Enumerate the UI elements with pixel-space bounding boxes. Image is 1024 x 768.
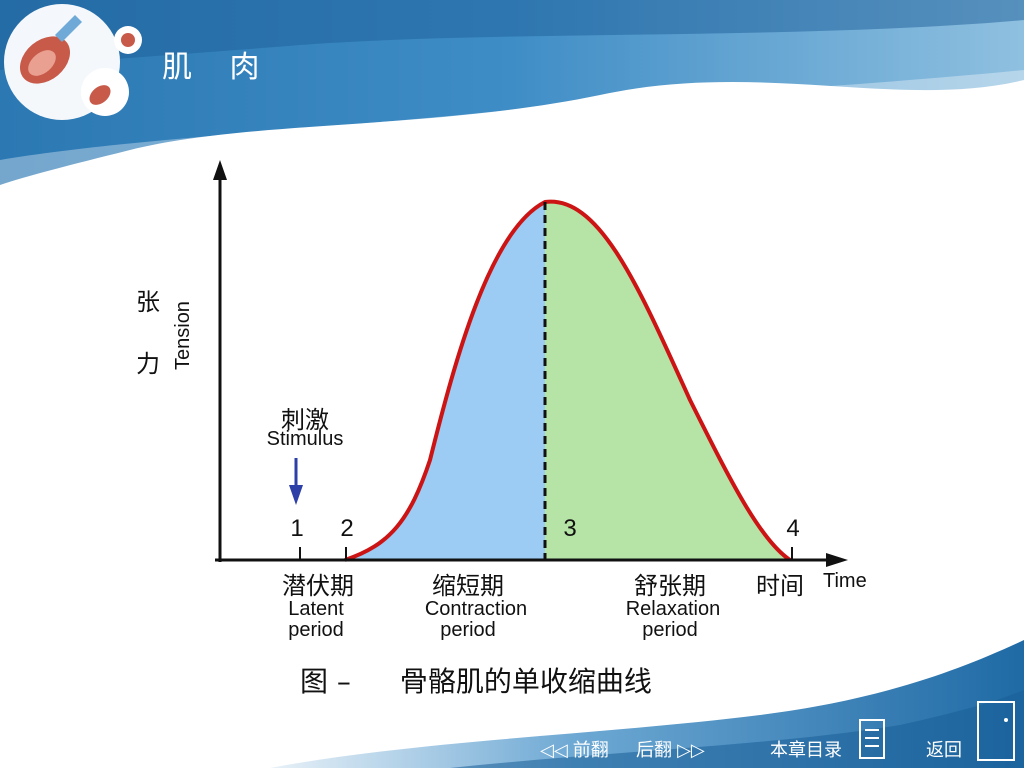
relaxation-area [545, 201, 790, 560]
chapter-toc-button[interactable]: 本章目录 [770, 736, 842, 762]
point-2-label: 2 [340, 515, 354, 542]
phase-relaxation-en-2: period [642, 619, 698, 641]
prev-page-label: 前翻 [572, 740, 609, 761]
caption-text: 骨骼肌的单收缩曲线 [399, 665, 652, 698]
y-axis-label-cn-1: 张 [136, 288, 160, 316]
y-axis-label-en: Tension [172, 301, 194, 370]
toc-list-icon[interactable] [858, 718, 886, 760]
x-axis-label-en: Time [823, 570, 867, 592]
point-3-label: 3 [563, 515, 577, 542]
muscle-logo-icon [4, 4, 142, 120]
phase-contraction-en-1: Contraction [424, 598, 528, 620]
y-axis-label-cn-2: 力 [136, 350, 160, 378]
chapter-toc-label: 本章目录 [770, 740, 842, 761]
phase-contraction-en-2: period [440, 619, 496, 641]
next-page-label: 后翻 [636, 740, 672, 761]
phase-latent-en-1: Latent [288, 598, 344, 620]
stimulus-label-en: Stimulus [266, 428, 344, 450]
phase-latent-cn: 潜伏期 [282, 572, 354, 600]
stimulus-label-cn: 刺激 [281, 406, 329, 434]
phase-latent-en-2: period [288, 619, 344, 641]
contraction-area [345, 202, 545, 560]
exit-door-icon[interactable] [976, 700, 1016, 762]
x-axis-label-cn: 时间 [756, 572, 804, 600]
double-right-arrow-icon: ▷▷ [677, 740, 705, 761]
next-page-button[interactable]: 后翻 ▷▷ [636, 736, 705, 762]
point-1-label: 1 [290, 515, 304, 542]
figure-caption: 图 – 骨骼肌的单收缩曲线 [300, 660, 652, 700]
page-title: 肌 肉 [162, 50, 274, 85]
prev-page-button[interactable]: ◁◁ 前翻 [540, 736, 609, 762]
twitch-curve [344, 199, 792, 562]
phase-relaxation-en-1: Relaxation [625, 598, 721, 620]
double-left-arrow-icon: ◁◁ [540, 740, 568, 761]
back-label: 返回 [926, 740, 962, 761]
phase-relaxation-cn: 舒张期 [634, 572, 706, 600]
point-4-label: 4 [786, 515, 800, 542]
phase-contraction-cn: 缩短期 [432, 572, 504, 600]
back-button[interactable]: 返回 [926, 736, 962, 762]
caption-prefix: 图 – [300, 665, 351, 698]
